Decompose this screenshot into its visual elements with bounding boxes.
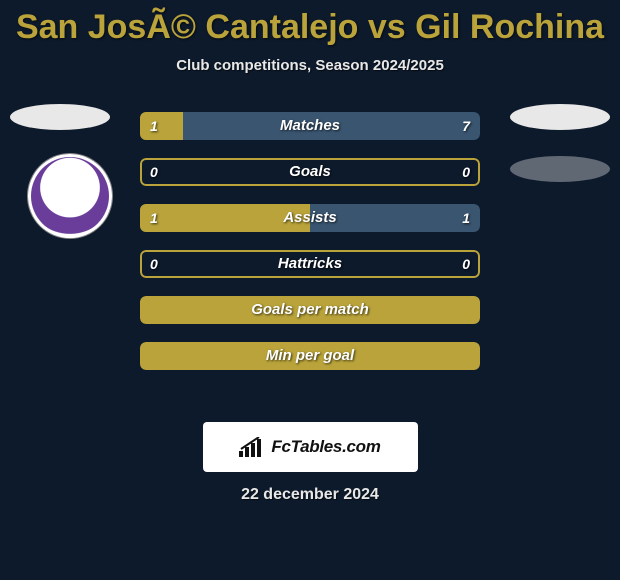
fctables-logo-icon (239, 437, 265, 457)
branding-text: FcTables.com (271, 437, 380, 457)
stat-row: 1 7 Matches (140, 112, 480, 140)
stat-value-player2: 0 (462, 158, 470, 186)
stat-label: Matches (280, 117, 340, 134)
date-text: 22 december 2024 (0, 486, 620, 504)
stat-row: 1 1 Assists (140, 204, 480, 232)
stat-row: Min per goal (140, 342, 480, 370)
stat-label: Min per goal (266, 347, 354, 364)
page-title: San JosÃ© Cantalejo vs Gil Rochina (0, 0, 620, 47)
bar-fill-player1 (140, 112, 183, 140)
player1-placeholder-icon (10, 104, 110, 130)
stat-value-player2: 1 (462, 204, 470, 232)
subtitle: Club competitions, Season 2024/2025 (0, 57, 620, 74)
branding-box: FcTables.com (203, 422, 418, 472)
stat-row: Goals per match (140, 296, 480, 324)
stat-row: 0 0 Hattricks (140, 250, 480, 278)
stat-value-player1: 1 (150, 112, 158, 140)
stat-label: Goals per match (251, 301, 369, 318)
stat-label: Hattricks (278, 255, 342, 272)
player1-club-crest-icon (28, 154, 112, 238)
stat-label: Assists (283, 209, 336, 226)
stat-value-player2: 0 (462, 250, 470, 278)
stat-value-player1: 1 (150, 204, 158, 232)
stat-value-player1: 0 (150, 250, 158, 278)
stat-row: 0 0 Goals (140, 158, 480, 186)
player2-placeholder-icon (510, 104, 610, 130)
comparison-chart: 1 7 Matches 0 0 Goals 1 1 Assists 0 0 Hattricks Goal… (0, 104, 620, 404)
stat-value-player1: 0 (150, 158, 158, 186)
stat-bars: 1 7 Matches 0 0 Goals 1 1 Assists 0 0 Hattricks Goal… (140, 94, 480, 388)
stat-value-player2: 7 (462, 112, 470, 140)
player2-club-placeholder-icon (510, 156, 610, 182)
stat-label: Goals (289, 163, 331, 180)
